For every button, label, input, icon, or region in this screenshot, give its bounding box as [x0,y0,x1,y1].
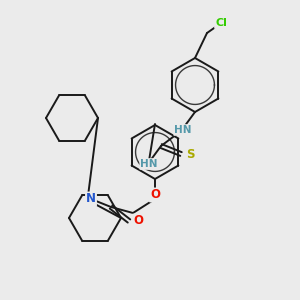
Text: O: O [150,188,160,202]
Text: N: N [86,193,96,206]
Text: HN: HN [174,125,192,135]
Text: S: S [186,148,194,160]
Text: Cl: Cl [215,18,227,28]
Text: HN: HN [140,159,158,169]
Text: O: O [133,214,143,227]
